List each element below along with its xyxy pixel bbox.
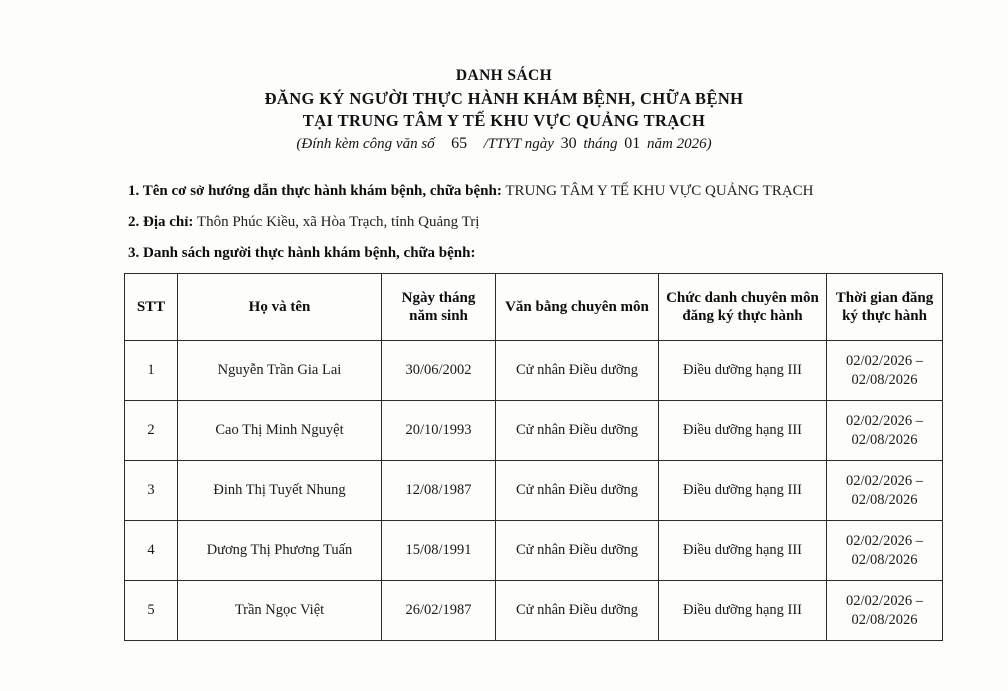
cell-degree: Cử nhân Điều dưỡng [495,580,659,642]
cell-dob: 12/08/1987 [381,460,496,522]
cell-degree: Cử nhân Điều dưỡng [495,340,659,402]
cell-name: Đinh Thị Tuyết Nhung [177,460,382,522]
cell-dob: 30/06/2002 [381,340,496,402]
column-header-stt: STT [124,273,178,342]
intro-label-2: 2. Địa chỉ: [128,213,194,230]
cell-period: 02/02/2026 – 02/08/2026 [826,460,943,522]
table-row: 5 Trần Ngọc Việt 26/02/1987 Cử nhân Điều… [124,580,943,642]
intro-label-1: 1. Tên cơ sở hướng dẫn thực hành khám bệ… [128,182,502,199]
intro-value-1: TRUNG TÂM Y TẾ KHU VỰC QUẢNG TRẠCH [505,182,814,199]
title-line-registration: ĐĂNG KÝ NGƯỜI THỰC HÀNH KHÁM BỆNH, CHỮA … [264,88,744,108]
cell-stt: 1 [124,340,178,402]
cell-title: Điều dưỡng hạng III [658,520,827,582]
cell-stt: 3 [124,460,178,522]
cell-name: Cao Thị Minh Nguyệt [177,400,382,462]
intro-value-2: Thôn Phúc Kiều, xã Hòa Trạch, tỉnh Quảng… [196,213,480,230]
cell-dob: 20/10/1993 [381,400,496,462]
title-line-facility: TẠI TRUNG TÂM Y TẾ KHU VỰC QUẢNG TRẠCH [302,110,706,130]
cell-title: Điều dưỡng hạng III [658,400,827,462]
title-line-danh-sach: DANH SÁCH [455,67,553,84]
cell-period: 02/02/2026 – 02/08/2026 [826,580,943,642]
cell-name: Nguyễn Trần Gia Lai [177,340,382,402]
reference-suffix: năm 2026) [647,136,712,153]
intro-label-3: 3. Danh sách người thực hành khám bệnh, … [128,245,476,262]
reference-month: 01 [624,135,641,153]
cell-degree: Cử nhân Điều dưỡng [495,520,659,582]
cell-stt: 4 [124,520,178,582]
cell-dob: 15/08/1991 [381,520,496,582]
intro-section: 1. Tên cơ sở hướng dẫn thực hành khám bệ… [0,181,1008,264]
document-title-block: DANH SÁCH ĐĂNG KÝ NGƯỜI THỰC HÀNH KHÁM B… [0,66,1008,155]
column-header-dob: Ngày tháng năm sinh [381,273,496,342]
period-start: 02/02/2026 – [846,353,923,370]
document-reference-line: (Đính kèm công văn số 65 /TTYT ngày 30 t… [0,134,1008,154]
column-header-period: Thời gian đăng ký thực hành [826,273,943,342]
period-end: 02/08/2026 [851,611,918,628]
period-end: 02/08/2026 [851,551,918,568]
period-end: 02/08/2026 [851,491,918,508]
registry-table-head: STT Họ và tên Ngày tháng năm sinh Văn bằ… [124,273,943,342]
cell-degree: Cử nhân Điều dưỡng [495,460,659,522]
cell-title: Điều dưỡng hạng III [658,340,827,402]
reference-prefix: (Đính kèm công văn số [296,136,435,153]
registry-table: STT Họ và tên Ngày tháng năm sinh Văn bằ… [124,273,943,642]
cell-degree: Cử nhân Điều dưỡng [495,400,659,462]
period-start: 02/02/2026 – [846,593,923,610]
period-start: 02/02/2026 – [846,413,923,430]
reference-day: 30 [560,135,577,153]
cell-stt: 2 [124,400,178,462]
cell-period: 02/02/2026 – 02/08/2026 [826,400,943,462]
table-header-row: STT Họ và tên Ngày tháng năm sinh Văn bằ… [124,273,943,342]
table-row: 1 Nguyễn Trần Gia Lai 30/06/2002 Cử nhân… [124,340,943,402]
reference-mid-1: /TTYT ngày [483,136,554,153]
registry-table-container: STT Họ và tên Ngày tháng năm sinh Văn bằ… [0,273,1008,642]
cell-title: Điều dưỡng hạng III [658,460,827,522]
period-end: 02/08/2026 [851,431,918,448]
intro-line-list-heading: 3. Danh sách người thực hành khám bệnh, … [128,243,968,263]
column-header-name: Họ và tên [177,273,382,342]
period-end: 02/08/2026 [851,371,918,388]
cell-dob: 26/02/1987 [381,580,496,642]
reference-mid-2: tháng [583,136,618,153]
cell-stt: 5 [124,580,178,642]
table-row: 3 Đinh Thị Tuyết Nhung 12/08/1987 Cử nhâ… [124,460,943,522]
table-row: 2 Cao Thị Minh Nguyệt 20/10/1993 Cử nhân… [124,400,943,462]
registry-table-body: 1 Nguyễn Trần Gia Lai 30/06/2002 Cử nhân… [124,340,943,642]
intro-line-facility-name: 1. Tên cơ sở hướng dẫn thực hành khám bệ… [128,181,968,201]
table-row: 4 Dương Thị Phương Tuấn 15/08/1991 Cử nh… [124,520,943,582]
cell-period: 02/02/2026 – 02/08/2026 [826,340,943,402]
reference-doc-number: 65 [451,135,468,153]
column-header-degree: Văn bằng chuyên môn [495,273,659,342]
cell-title: Điều dưỡng hạng III [658,580,827,642]
cell-name: Trần Ngọc Việt [177,580,382,642]
intro-line-address: 2. Địa chỉ: Thôn Phúc Kiều, xã Hòa Trạch… [128,212,968,232]
period-start: 02/02/2026 – [846,473,923,490]
period-start: 02/02/2026 – [846,533,923,550]
column-header-title: Chức danh chuyên môn đăng ký thực hành [658,273,827,342]
cell-period: 02/02/2026 – 02/08/2026 [826,520,943,582]
cell-name: Dương Thị Phương Tuấn [177,520,382,582]
